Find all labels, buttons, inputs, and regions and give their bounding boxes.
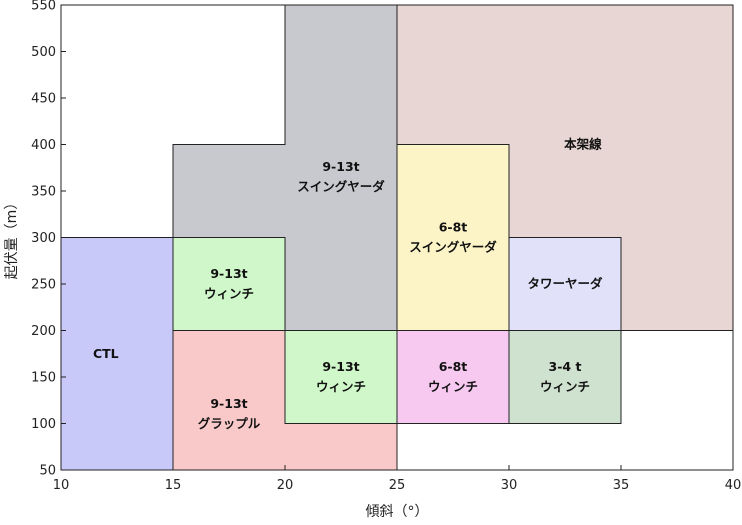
region-6 xyxy=(396,144,510,331)
x-tick-label: 15 xyxy=(165,478,182,493)
region-label: 9-13t xyxy=(210,396,247,411)
region-7 xyxy=(396,330,510,424)
y-axis-title: 起伏量（m） xyxy=(4,196,20,280)
x-tick-label: 25 xyxy=(389,478,406,493)
region-5 xyxy=(284,330,398,424)
region-label: ウィンチ xyxy=(428,379,478,394)
region-label: 9-13t xyxy=(322,159,359,174)
region-label: 3-4 t xyxy=(549,359,582,374)
region-label: グラップル xyxy=(198,416,261,431)
y-tick-label: 550 xyxy=(31,0,56,14)
y-tick-label: 400 xyxy=(31,138,56,153)
region-label: 6-8t xyxy=(439,220,468,235)
region-9 xyxy=(508,330,622,424)
y-tick-label: 50 xyxy=(39,464,56,479)
regions-layer: 本架線 9-13t スイングヤーダ CTL 9-13t ウィンチ 9-13t グラップル 9-1… xyxy=(60,4,734,471)
y-tick-label: 200 xyxy=(31,324,56,339)
region-label: ウィンチ xyxy=(316,379,366,394)
y-tick-label: 350 xyxy=(31,185,56,200)
region-label: スイングヤーダ xyxy=(297,179,385,194)
y-tick-label: 100 xyxy=(31,417,56,432)
region-label: CTL xyxy=(93,346,119,361)
region-label: タワーヤーダ xyxy=(527,276,603,291)
ticks-layer: 10 15 20 25 30 35 40 50 100 150 200 250 300 350 400 450… xyxy=(31,0,741,493)
x-tick-label: 40 xyxy=(725,478,742,493)
region-label: 6-8t xyxy=(439,359,468,374)
x-tick-label: 10 xyxy=(53,478,70,493)
y-tick-label: 250 xyxy=(31,278,56,293)
y-tick-label: 500 xyxy=(31,45,56,60)
y-tick-label: 150 xyxy=(31,371,56,386)
y-tick-label: 300 xyxy=(31,231,56,246)
region-label: 9-13t xyxy=(322,359,359,374)
x-tick-label: 30 xyxy=(501,478,518,493)
region-label: 本架線 xyxy=(564,137,602,152)
x-tick-label: 20 xyxy=(277,478,294,493)
region-label: スイングヤーダ xyxy=(409,240,497,255)
region-label: ウィンチ xyxy=(204,286,254,301)
region-label: ウィンチ xyxy=(540,379,590,394)
region-label: 9-13t xyxy=(210,266,247,281)
x-tick-label: 35 xyxy=(613,478,630,493)
y-tick-label: 450 xyxy=(31,92,56,107)
region-3 xyxy=(172,237,286,331)
x-axis-title: 傾斜（°） xyxy=(366,504,429,520)
